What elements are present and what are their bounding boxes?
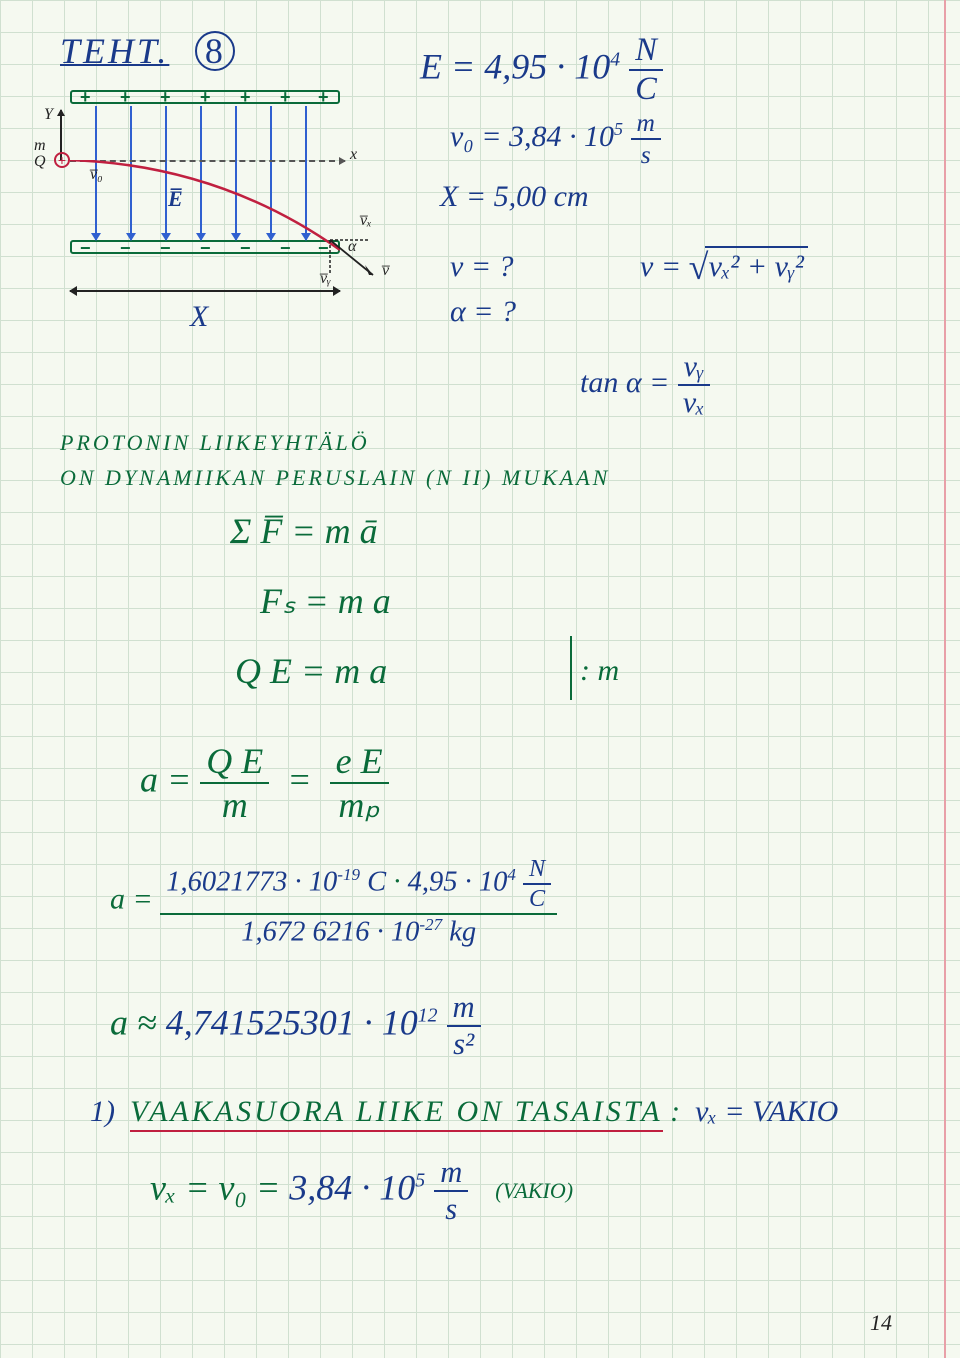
plus-sign: + [120, 87, 131, 108]
minus-sign: − [240, 238, 251, 259]
task-title: TEHT. 8 [60, 30, 235, 72]
unknown-v: v = ? [450, 250, 514, 284]
y-axis-label: Y [44, 106, 53, 124]
task-number-circle: 8 [195, 31, 235, 71]
eq-force: Fₛ = m a [260, 580, 391, 622]
margin-line [944, 0, 946, 1358]
eq-acceleration-result: a ≈ 4,741525301 · 1012 ms² [110, 990, 481, 1062]
x-dimension-label: X [190, 300, 208, 334]
field-line [165, 106, 167, 240]
given-E: E = 4,95 · 104 NC [420, 32, 663, 108]
eq-acceleration-numeric: a = 1,6021773 · 10-19 C · 4,95 · 104 NC … [110, 855, 557, 949]
plus-sign: + [160, 87, 171, 108]
vx-label: v̅ₓ [360, 212, 372, 230]
minus-sign: − [160, 238, 171, 259]
minus-sign: − [280, 238, 291, 259]
proton-marker: + [54, 152, 70, 168]
minus-sign: − [200, 238, 211, 259]
x-dimension-line [70, 290, 340, 292]
section-1-equation: vₓ = v₀ = 3,84 · 105 ms (VAKIO) [150, 1155, 573, 1227]
minus-sign: − [120, 238, 131, 259]
section-1-heading: 1) VAAKASUORA LIIKE ON TASAISTA : vₓ = V… [90, 1095, 838, 1129]
minus-sign: − [80, 238, 91, 259]
vy-label: v̅ᵧ [320, 270, 331, 288]
unknown-alpha: α = ? [450, 295, 516, 329]
eq-acceleration-symbolic: a = Q Em = e Emₚ [140, 740, 389, 826]
plus-sign: + [80, 87, 91, 108]
v-magnitude-formula: v = vₓ² + vᵧ² [640, 250, 808, 284]
theory-line2: ON DYNAMIIKAN PERUSLAIN (N II) MUKAAN [60, 465, 610, 491]
page-number: 14 [870, 1310, 892, 1336]
x-axis-dashed [70, 160, 345, 162]
given-v0: v₀ = 3,84 · 105 ms [450, 108, 661, 170]
plus-sign: + [318, 87, 329, 108]
task-number: 8 [205, 30, 226, 72]
plus-sign: + [240, 87, 251, 108]
plus-sign: + [200, 87, 211, 108]
mq-label: mQ [34, 138, 46, 170]
x-axis-label: x [350, 146, 357, 164]
field-line [130, 106, 132, 240]
divide-op: : m [580, 654, 619, 688]
field-line [200, 106, 202, 240]
field-line [235, 106, 237, 240]
eq-qe: Q E = m a [235, 650, 387, 692]
v-vector-label: v̅ [382, 262, 389, 280]
capacitor-diagram: + + + + + + + − − − − − − − Y x + mQ v̅₀ [60, 90, 360, 330]
v0-label: v̅₀ [90, 166, 103, 184]
alpha-label: α [348, 238, 356, 256]
title-text: TEHT. [60, 31, 169, 71]
field-line [270, 106, 272, 240]
theory-line1: PROTONIN LIIKEYHTÄLÖ [60, 430, 370, 456]
e-vector-label: E̅ [168, 186, 183, 212]
field-line [305, 106, 307, 240]
tan-alpha-formula: tan α = vᵧvₓ [580, 350, 711, 420]
given-X: X = 5,00 cm [440, 180, 589, 214]
divide-bar [570, 636, 572, 700]
eq-newton2: Σ F̅ = m ā [230, 510, 378, 552]
plus-sign: + [280, 87, 291, 108]
